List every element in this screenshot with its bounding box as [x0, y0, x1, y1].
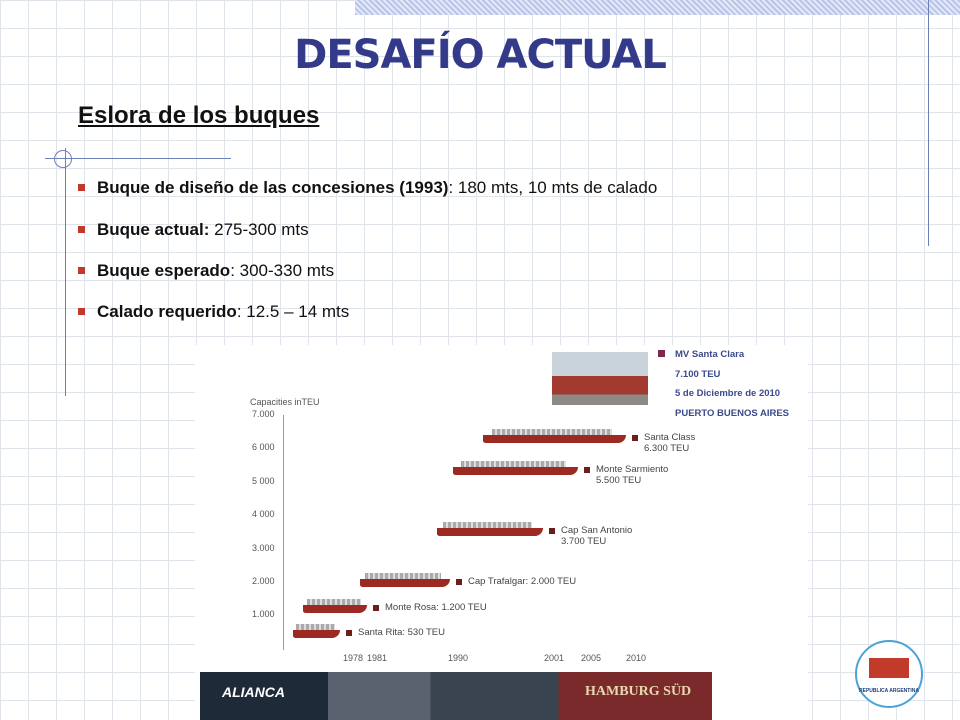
banner-right: HAMBURG SÜD — [585, 684, 692, 699]
y-label: 5 000 — [252, 475, 275, 486]
bullet: Buque de diseño de las concesiones (1993… — [78, 178, 657, 198]
caption-marker — [658, 350, 665, 357]
ship — [293, 624, 340, 638]
banner: ALIANCA HAMBURG SÜD — [200, 672, 712, 720]
x-label: 2005 — [581, 653, 602, 663]
figure: Capacities inTEU 7.000 6 000 5 000 4 000 3.00… — [195, 345, 808, 720]
bullet: Buque esperado: 300-330 mts — [78, 261, 334, 281]
photo-caption: MV Santa Clara — [675, 349, 745, 360]
y-label: 6 000 — [252, 442, 275, 453]
ship-label: Monte Rosa: 1.200 TEU — [385, 602, 487, 613]
axis-title: Capacities inTEU — [250, 397, 320, 407]
x-label: 2010 — [626, 653, 647, 663]
photo-caption: 7.100 TEU — [675, 368, 721, 380]
ship-label: Monte Sarmiento 5.500 TEU — [596, 464, 668, 486]
photo-caption: 5 de Diciembre de 2010 — [675, 388, 781, 399]
title: DESAFÍO ACTUAL — [294, 32, 667, 78]
ship-marker — [373, 605, 379, 611]
y-label: 1.000 — [252, 609, 275, 620]
y-label: 7.000 — [252, 409, 275, 419]
ship-capacity: 6.300 TEU — [644, 443, 690, 454]
photo-caption: PUERTO BUENOS AIRES — [675, 407, 790, 419]
bullet-bold: Buque esperado — [97, 261, 231, 280]
logo-ship — [869, 658, 909, 678]
rule — [928, 0, 929, 246]
bullet: Calado requerido: 12.5 – 14 mts — [78, 302, 349, 322]
ship-name: Monte Rosa: 1.200 TEU — [385, 602, 487, 613]
rule — [65, 148, 66, 396]
ship-marker — [584, 467, 590, 473]
bullet-bold: Buque de diseño de las concesiones (1993… — [97, 178, 449, 197]
y-label: 4 000 — [252, 509, 275, 520]
ship-label: Cap Trafalgar: 2.000 TEU — [468, 576, 576, 587]
y-label: 2.000 — [252, 576, 275, 586]
ship-label: Cap San Antonio 3.700 TEU — [561, 525, 632, 547]
ship — [360, 573, 450, 587]
bullet-text: : 180 mts, 10 mts de calado — [448, 178, 658, 197]
ship-label: Santa Class 6.300 TEU — [644, 432, 695, 454]
ship-photo — [552, 352, 648, 405]
ship — [483, 429, 626, 443]
ship — [453, 461, 578, 475]
x-label: 1990 — [448, 653, 469, 663]
top-band — [355, 0, 960, 15]
banner-left: ALIANCA — [222, 684, 285, 700]
rule — [45, 158, 231, 159]
ship-label: Santa Rita: 530 TEU — [358, 627, 445, 638]
bullet: Buque actual: 275-300 mts — [78, 220, 309, 240]
ship-capacity: 5.500 TEU — [596, 475, 642, 486]
bullet-bold: Calado requerido — [97, 302, 237, 321]
x-label: 1981 — [367, 653, 388, 663]
ship-marker — [632, 435, 638, 441]
x-label: 2001 — [544, 653, 565, 663]
ship-name: Cap San Antonio — [561, 525, 633, 536]
y-label: 3.000 — [252, 542, 275, 553]
ship-marker — [549, 528, 555, 534]
ship-name: Santa Rita: 530 TEU — [358, 627, 445, 638]
bullet-text: : 300-330 mts — [230, 261, 335, 280]
ship-name: Santa Class — [644, 432, 696, 443]
ship — [303, 599, 367, 613]
ship-marker — [456, 579, 462, 585]
axis-line — [283, 415, 284, 650]
bullet-bold: Buque actual: — [97, 220, 210, 239]
bullet-text: 275-300 mts — [209, 220, 309, 239]
logo: REPUBLICA ARGENTINA — [855, 640, 923, 708]
x-label: 1978 — [343, 653, 364, 663]
ship-name: Cap Trafalgar: 2.000 TEU — [468, 576, 577, 587]
ship-marker — [346, 630, 352, 636]
logo-text: REPUBLICA ARGENTINA — [859, 688, 919, 694]
ship — [437, 522, 543, 536]
bullet-text: : 12.5 – 14 mts — [236, 302, 350, 321]
ship-capacity: 3.700 TEU — [561, 536, 607, 547]
ship-name: Monte Sarmiento — [596, 464, 669, 475]
circle — [54, 150, 72, 168]
subtitle: Eslora de los buques — [78, 102, 320, 129]
